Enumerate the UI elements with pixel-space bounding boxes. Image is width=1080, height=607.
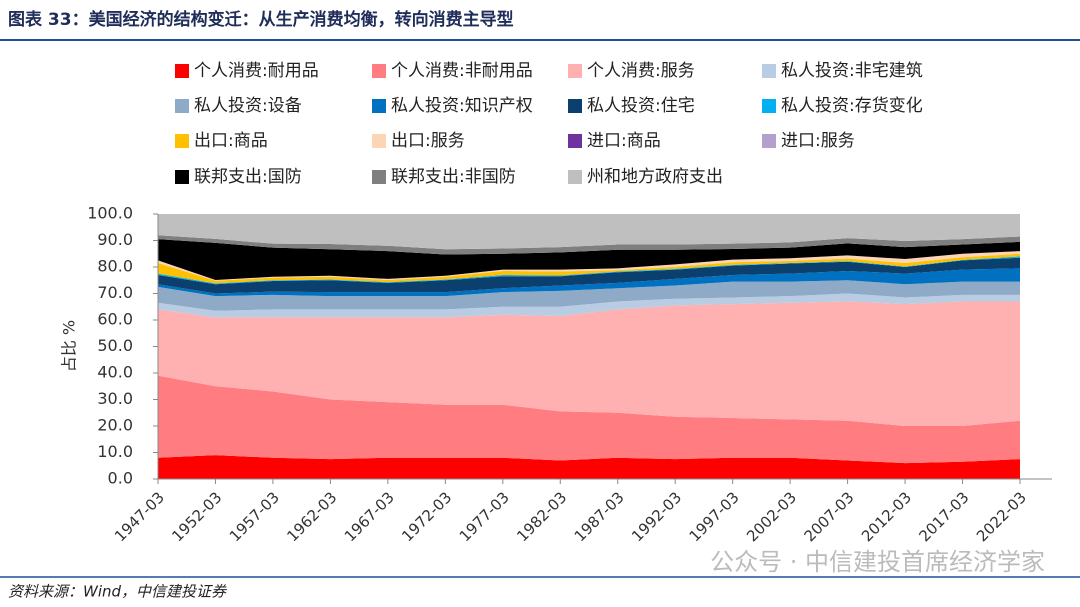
area (158, 375, 1020, 464)
legend-label: 个人消费:耐用品 (194, 61, 319, 81)
legend-label: 私人投资:设备 (194, 96, 302, 116)
area (158, 280, 1020, 311)
legend-label: 联邦支出:非国防 (391, 167, 516, 187)
source: 资料来源：Wind，中信建投证券 (8, 583, 227, 601)
y-tick-label: 80.0 (97, 257, 133, 276)
x-tick-label: 1962-03 (283, 488, 340, 545)
area (158, 214, 1020, 250)
legend-swatch (568, 64, 582, 78)
area (158, 268, 1020, 297)
legend-swatch (175, 64, 189, 78)
legend-swatch (372, 170, 386, 184)
x-tick-label: 2017-03 (915, 488, 972, 545)
area (158, 235, 1020, 255)
y-tick-label: 90.0 (97, 230, 133, 249)
legend-swatch (762, 134, 776, 148)
y-tick-label: 40.0 (97, 363, 133, 382)
legend-label: 州和地方政府支出 (587, 167, 723, 187)
area (158, 257, 1020, 294)
x-tick-label: 1952-03 (168, 488, 225, 545)
y-tick-label: 10.0 (97, 442, 133, 461)
legend-swatch (175, 170, 189, 184)
legend-label: 私人投资:存货变化 (781, 96, 923, 116)
legend-label: 出口:商品 (194, 131, 268, 151)
x-tick-label: 2022-03 (973, 488, 1030, 545)
legend-label: 私人投资:非宅建筑 (781, 61, 923, 81)
legend-swatch (372, 99, 386, 113)
area (158, 239, 1020, 280)
x-tick-label: 1992-03 (628, 488, 685, 545)
legend-swatch (372, 64, 386, 78)
legend-swatch (175, 134, 189, 148)
legend-label: 进口:服务 (781, 131, 855, 151)
x-tick-label: 1967-03 (341, 488, 398, 545)
y-tick-label: 50.0 (97, 336, 133, 355)
x-tick-label: 1972-03 (398, 488, 455, 545)
legend-label: 进口:商品 (587, 131, 661, 151)
area (158, 455, 1020, 479)
area (158, 253, 1020, 284)
legend-label: 私人投资:知识产权 (391, 96, 533, 116)
legend-swatch (568, 99, 582, 113)
legend-swatch (762, 64, 776, 78)
chart-title: 图表 33：美国经济的结构变迁：从生产消费均衡，转向消费主导型 (8, 9, 514, 30)
legend-label: 个人消费:服务 (587, 61, 695, 81)
x-tick-label: 1982-03 (513, 488, 570, 545)
x-tick-label: 1997-03 (686, 488, 743, 545)
area (158, 301, 1020, 426)
legend-label: 个人消费:非耐用品 (391, 61, 533, 81)
legend-swatch (568, 134, 582, 148)
x-tick-label: 2012-03 (858, 488, 915, 545)
x-tick-label: 1987-03 (571, 488, 628, 545)
area (158, 251, 1020, 281)
x-tick-label: 1977-03 (456, 488, 513, 545)
x-tick-label: 1957-03 (226, 488, 283, 545)
legend-label: 私人投资:住宅 (587, 96, 695, 116)
x-tick-label: 1947-03 (111, 488, 168, 545)
legend-label: 联邦支出:国防 (194, 167, 302, 187)
y-tick-label: 20.0 (97, 416, 133, 435)
legend-label: 出口:服务 (391, 131, 465, 151)
y-tick-label: 100.0 (87, 204, 133, 223)
y-tick-label: 30.0 (97, 389, 133, 408)
y-axis-label: 占比 % (60, 320, 79, 372)
legend-swatch (762, 99, 776, 113)
legend-swatch (175, 99, 189, 113)
x-tick-label: 2002-03 (743, 488, 800, 545)
x-tick-label: 2007-03 (801, 488, 858, 545)
legend-swatch (568, 170, 582, 184)
y-tick-label: 60.0 (97, 310, 133, 329)
area (158, 293, 1020, 318)
y-tick-label: 0.0 (108, 469, 133, 488)
y-tick-label: 70.0 (97, 283, 133, 302)
watermark: 公众号 · 中信建投首席经济学家 (710, 548, 1045, 576)
legend-swatch (372, 134, 386, 148)
